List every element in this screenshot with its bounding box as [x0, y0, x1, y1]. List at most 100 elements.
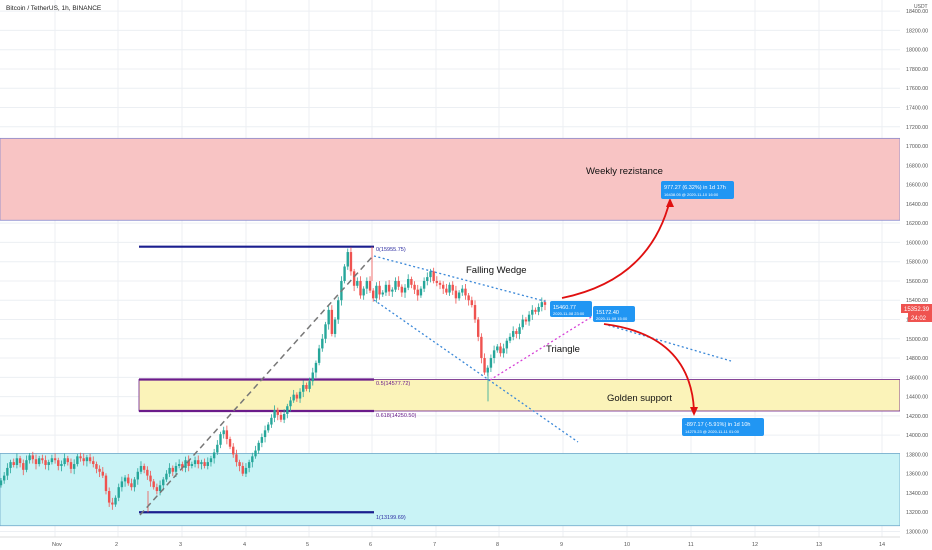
candle-body [203, 462, 206, 466]
candle-body [273, 410, 276, 418]
candle-body [130, 483, 133, 488]
time-tick-label: 13 [816, 542, 822, 548]
candle-body [515, 331, 518, 334]
candle-body [28, 455, 31, 461]
candle-body [451, 284, 454, 291]
candle-body [47, 462, 50, 466]
candle-body [276, 410, 279, 415]
candle-body [41, 458, 44, 461]
candle-body [95, 464, 98, 469]
fib-level-05-label: 0.5(14577.72) [376, 381, 410, 387]
price-tick-label: 15400.00 [906, 298, 928, 304]
triangle-label: Triangle [546, 344, 580, 355]
price-tick-label: 18000.00 [906, 48, 928, 54]
triangle-point-date: 2020-11-09 15:00 [596, 316, 628, 321]
candle-body [12, 462, 15, 466]
candle-body [66, 458, 70, 463]
price-tick-label: 17400.00 [906, 106, 928, 112]
candle-body [400, 286, 404, 293]
triangle-point-callout[interactable]: 15172.40 2020-11-09 15:00 [593, 306, 635, 322]
candle-body [473, 305, 477, 320]
time-tick-label: 6 [369, 542, 372, 548]
candle-body [543, 302, 547, 305]
impulse-dashed-line [139, 256, 373, 516]
triangle-resistance-extension [603, 323, 732, 362]
wedge-point-callout[interactable]: 15460.77 2020-11-08 23:00 [550, 301, 592, 317]
candle-body [454, 290, 458, 299]
candle-body [37, 458, 41, 465]
price-tick-label: 14800.00 [906, 356, 928, 362]
current-price-tag: 15352.39 24:02 [901, 304, 932, 322]
time-tick-label: 9 [560, 542, 563, 548]
candle-body [76, 456, 79, 465]
candle-body [467, 295, 470, 301]
candle-body [60, 464, 63, 466]
candle-body [155, 487, 159, 492]
candle-body [222, 430, 225, 435]
candle-body [34, 459, 38, 465]
candle-body [419, 288, 423, 296]
candle-body [337, 300, 340, 320]
candle-body [378, 285, 381, 295]
time-tick-label: 4 [243, 542, 246, 548]
candle-body [279, 414, 283, 420]
fib-level-0-label: 0(15955.75) [376, 247, 406, 253]
price-tick-label: 17000.00 [906, 144, 928, 150]
candle-body [356, 280, 359, 286]
falling-wedge-label: Falling Wedge [466, 265, 527, 276]
candle-body [232, 446, 235, 455]
candle-body [282, 413, 286, 420]
candle-body [461, 288, 464, 293]
triangle-point-price: 15172.40 [596, 310, 619, 316]
time-axis[interactable] [0, 537, 900, 550]
candle-body [9, 462, 12, 468]
candle-body [508, 336, 512, 341]
fibonacci-retracement[interactable] [139, 245, 374, 514]
candle-body [432, 271, 435, 281]
candle-body [343, 266, 346, 281]
candle-body [257, 442, 260, 451]
price-tick-label: 16200.00 [906, 221, 928, 227]
candle-body [2, 475, 6, 481]
weekly-resistance-zone [0, 137, 901, 221]
candle-body [228, 438, 232, 447]
candle-body [534, 309, 537, 312]
price-axis[interactable] [900, 0, 932, 550]
price-tick-label: 16000.00 [906, 240, 928, 246]
candle-body [505, 340, 509, 349]
price-axis-unit: USDT [914, 4, 928, 10]
candle-body [441, 284, 445, 289]
candle-body [470, 300, 474, 306]
upside-projection-callout[interactable]: 977.27 (6.32%) in 1d 17h 16438.05 @ 2020… [661, 181, 734, 199]
time-tick-label: 12 [752, 542, 758, 548]
candle-body [445, 288, 448, 293]
candle-body [136, 471, 139, 480]
trend-drawings[interactable] [139, 198, 732, 516]
candle-body [165, 473, 168, 480]
candle-body [88, 457, 92, 462]
candle-body [422, 280, 426, 289]
candle-body [394, 280, 397, 290]
candle-body [247, 462, 251, 468]
time-tick-label: 7 [433, 542, 436, 548]
candle-body [448, 284, 451, 293]
candle-body [438, 282, 442, 285]
downside-projection-callout[interactable]: -897.17 (-5.91%) in 1d 10h 14275.23 @ 20… [682, 418, 764, 436]
candle-body [98, 468, 101, 472]
bar-countdown: 24:02 [911, 316, 927, 322]
candle-body [18, 458, 22, 464]
candle-body [127, 477, 130, 484]
candle-body [480, 336, 483, 359]
candle-body [254, 450, 257, 457]
candle-body [302, 385, 305, 392]
candle-body [381, 292, 384, 295]
time-tick-label: 11 [688, 542, 694, 548]
candle-body [527, 314, 531, 322]
candle-body [206, 462, 209, 466]
candle-body [219, 434, 222, 445]
candle-body [314, 362, 318, 373]
candle-body [286, 406, 289, 414]
candle-body [190, 464, 194, 466]
candle-body [133, 479, 136, 488]
